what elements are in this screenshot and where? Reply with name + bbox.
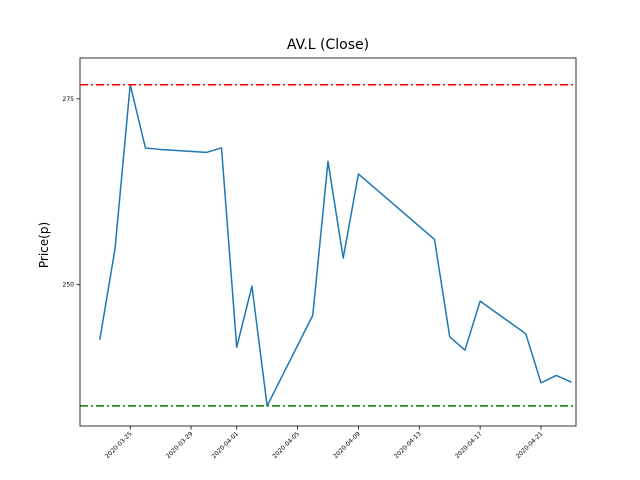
plot-frame <box>79 57 577 427</box>
x-tick-label: 2020-04-09 <box>332 430 362 460</box>
y-axis: 250 275 <box>63 96 80 289</box>
y-axis-label: Price(p) <box>37 222 51 268</box>
x-tick-label: 2020-03-25 <box>104 430 134 460</box>
y-tick-label: 275 <box>63 96 75 103</box>
x-tick-label: 2020-04-01 <box>211 430 241 460</box>
plot-area <box>80 84 576 407</box>
x-axis: 2020-03-25 2020-03-29 2020-04-01 2020-04-05… <box>104 426 545 460</box>
x-tick-label: 2020-04-13 <box>393 430 423 460</box>
series-line <box>99 84 572 407</box>
x-tick-label: 2020-04-17 <box>454 430 484 460</box>
y-tick-label: 250 <box>63 282 75 289</box>
x-tick-label: 2020-04-05 <box>271 430 301 460</box>
x-tick-label: 2020-03-29 <box>165 430 195 460</box>
chart-title: AV.L (Close) <box>287 37 369 53</box>
x-tick-label: 2020-04-21 <box>515 430 545 460</box>
